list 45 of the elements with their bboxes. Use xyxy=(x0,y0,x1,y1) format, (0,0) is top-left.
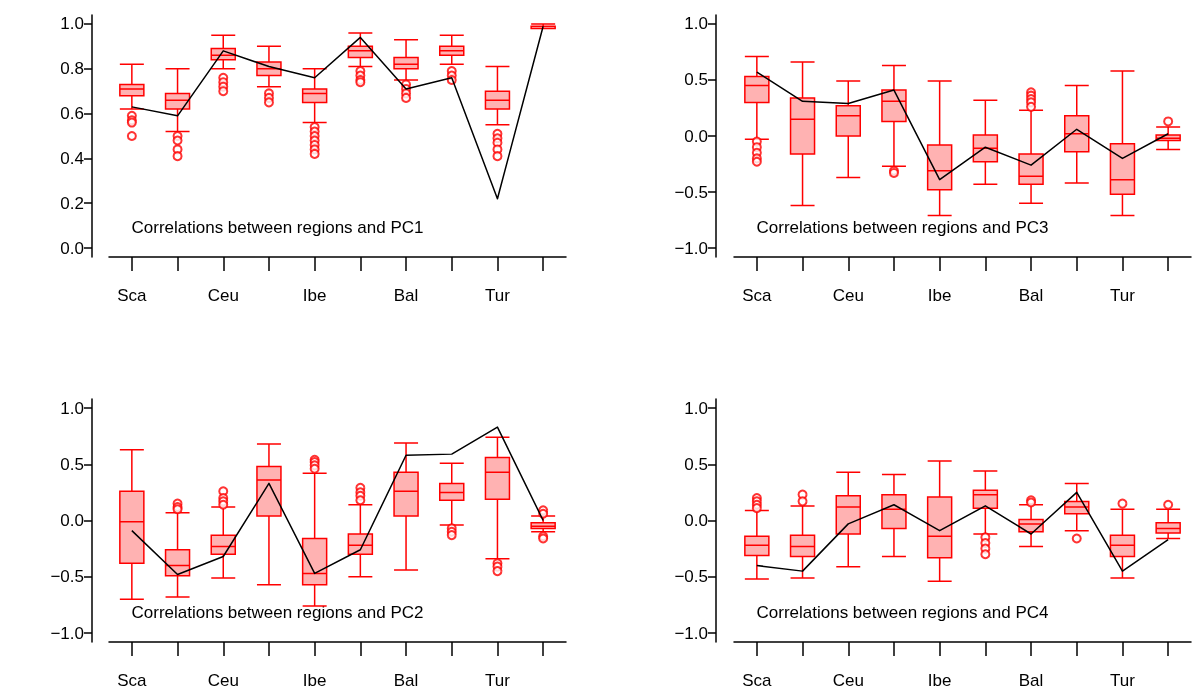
y-tick-label: −1.0 xyxy=(674,623,708,643)
annotation: Correlations between regions and PC1 xyxy=(131,218,424,237)
x-tick-label: Tur xyxy=(1110,671,1136,690)
y-tick-label: 0.2 xyxy=(60,193,84,213)
x-tick-label: Ibe xyxy=(302,286,327,305)
y-tick-label: −0.5 xyxy=(674,567,708,587)
x-tick-label: Ceu xyxy=(832,286,864,305)
y-tick-label: 0.5 xyxy=(684,70,708,90)
x-tick-label: Ibe xyxy=(927,671,952,690)
x-tick-label: Sca xyxy=(742,286,773,305)
annotation: Correlations between regions and PC4 xyxy=(756,603,1049,622)
y-tick-label: 0.0 xyxy=(684,126,708,146)
y-tick-label: −1.0 xyxy=(50,623,84,643)
x-tick-label: Ceu xyxy=(832,671,864,690)
y-tick-label: 0.6 xyxy=(60,104,84,124)
y-tick-label: 1.0 xyxy=(684,14,708,34)
y-tick-label: 1.0 xyxy=(60,398,84,418)
x-tick-label: Ceu xyxy=(207,286,239,305)
y-tick-label: 0.5 xyxy=(60,454,84,474)
y-tick-label: 0.5 xyxy=(684,454,708,474)
x-tick-label: Ibe xyxy=(927,286,952,305)
y-tick-label: 1.0 xyxy=(60,14,84,34)
x-tick-label: Bal xyxy=(1018,671,1044,690)
y-tick-label: −1.0 xyxy=(674,238,708,258)
x-tick-label: Bal xyxy=(1018,286,1044,305)
x-tick-label: Sca xyxy=(742,671,773,690)
y-tick-label: −0.5 xyxy=(674,182,708,202)
x-tick-label: Tur xyxy=(1110,286,1136,305)
y-tick-label: 0.0 xyxy=(60,511,84,530)
x-tick-label: Bal xyxy=(393,671,419,690)
y-tick-label: −0.5 xyxy=(50,567,84,587)
x-tick-label: Tur xyxy=(485,286,511,305)
x-tick-label: Bal xyxy=(393,286,419,305)
x-tick-label: Sca xyxy=(117,286,148,305)
x-tick-label: Ibe xyxy=(302,671,327,690)
annotation: Correlations between regions and PC3 xyxy=(756,218,1049,237)
y-tick-label: 0.0 xyxy=(684,511,708,530)
x-tick-label: Ceu xyxy=(207,671,239,690)
annotation: Correlations between regions and PC2 xyxy=(131,603,424,622)
x-tick-label: Tur xyxy=(485,671,511,690)
y-tick-label: 0.8 xyxy=(60,59,84,79)
y-tick-label: 0.4 xyxy=(60,148,84,168)
y-tick-label: 0.0 xyxy=(60,238,84,258)
y-tick-label: 1.0 xyxy=(684,398,708,418)
x-tick-label: Sca xyxy=(117,671,148,690)
